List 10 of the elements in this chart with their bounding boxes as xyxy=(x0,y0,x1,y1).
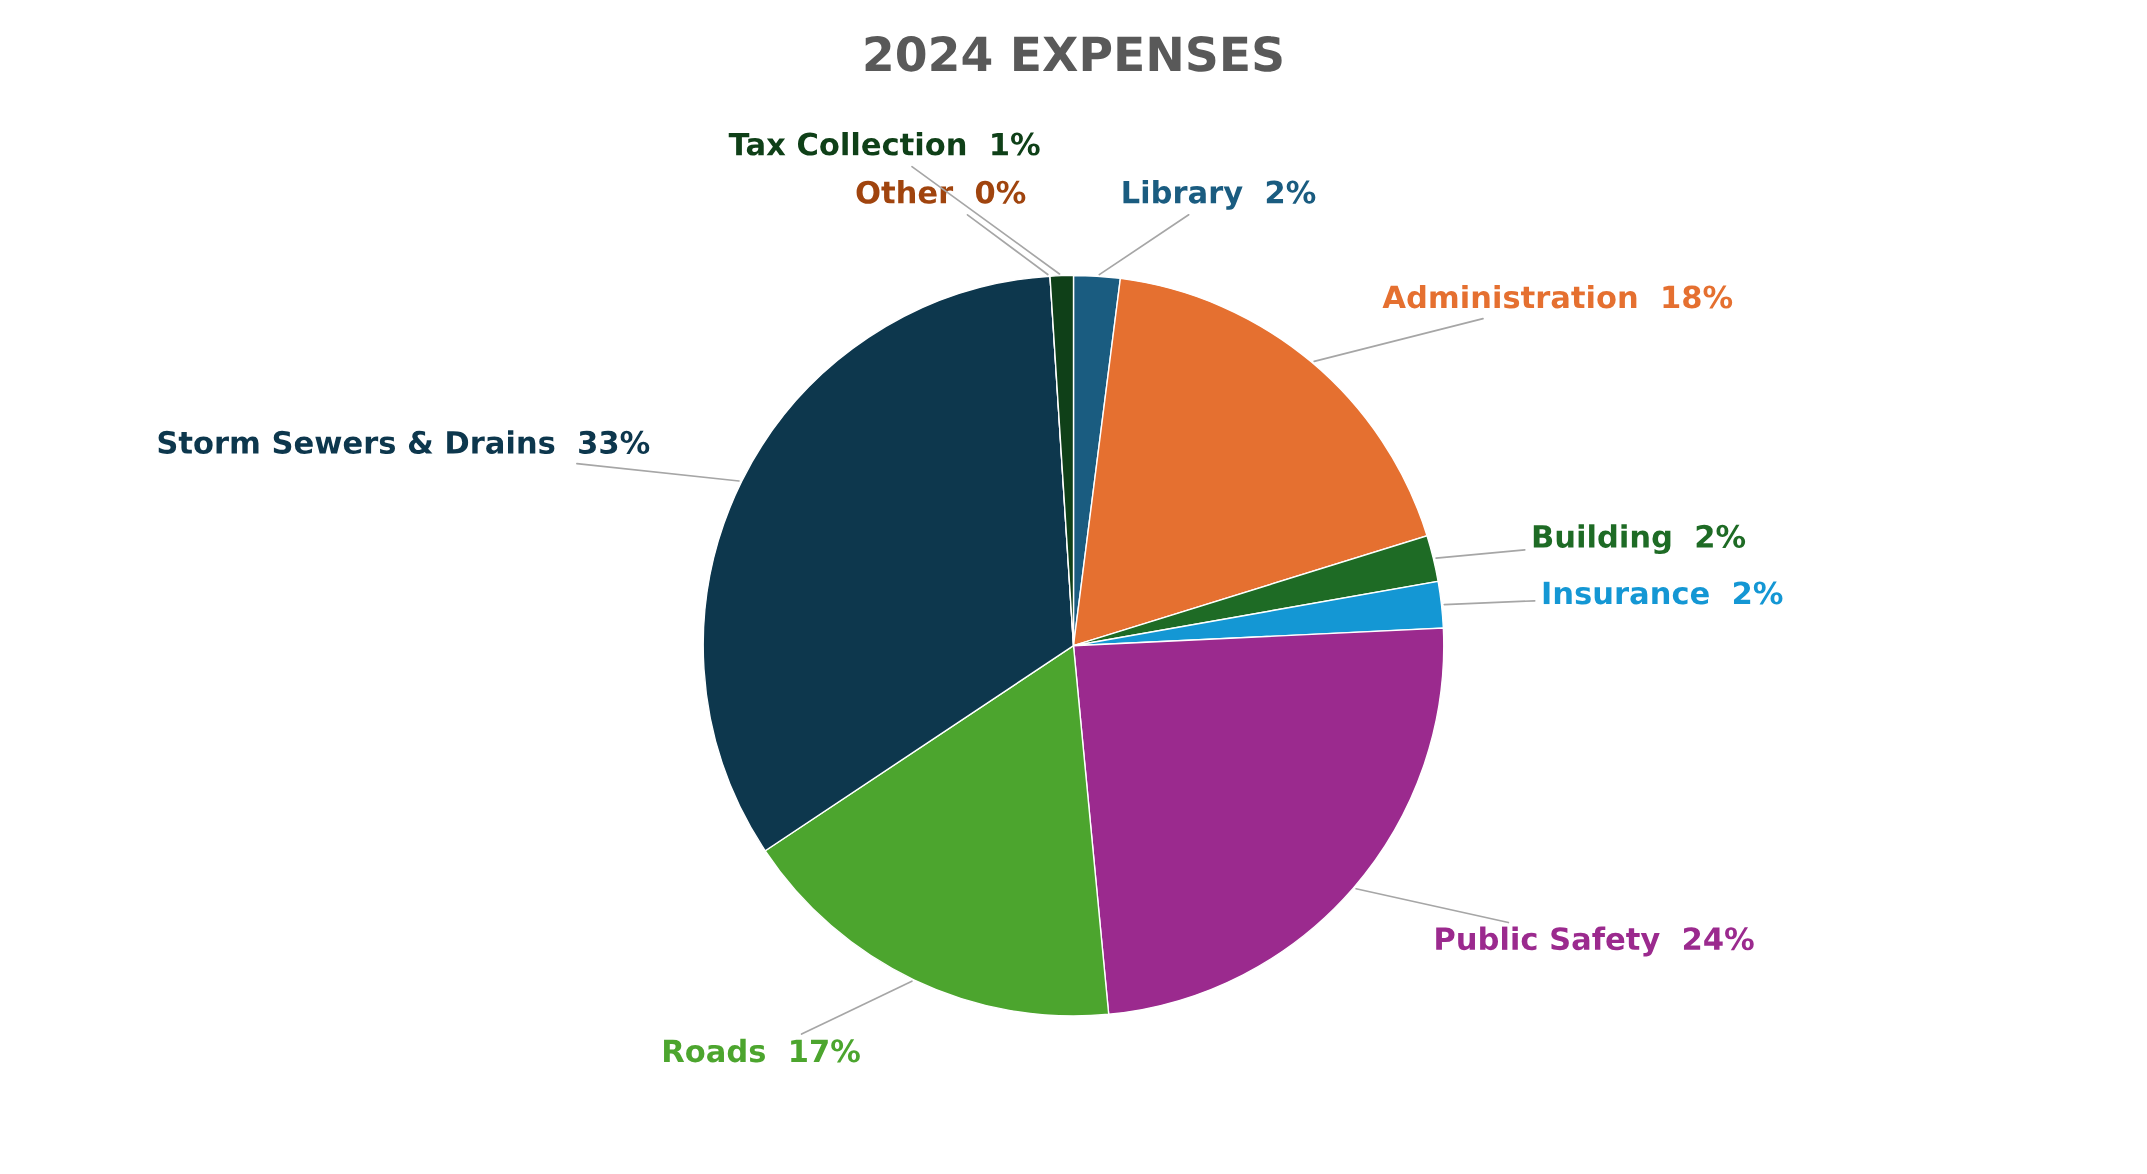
slice-label: Building 2% xyxy=(1533,524,1746,555)
category-label: Other 0% xyxy=(856,180,1026,204)
slice-label: Insurance 2% xyxy=(1543,581,1783,605)
slice-label: Library 2% xyxy=(1123,179,1316,210)
slice-label: Roads 17% xyxy=(664,1038,860,1063)
slice-label: Administration 18% xyxy=(1382,284,1733,309)
slice-label: Public Safety 24% xyxy=(1436,926,1754,957)
chart-title: 2024 EXPENSES xyxy=(865,36,1282,72)
slice-label: Storm Sewers & Drains 33% xyxy=(158,430,650,454)
slice-label: Tax Collection 1% xyxy=(728,131,1040,156)
